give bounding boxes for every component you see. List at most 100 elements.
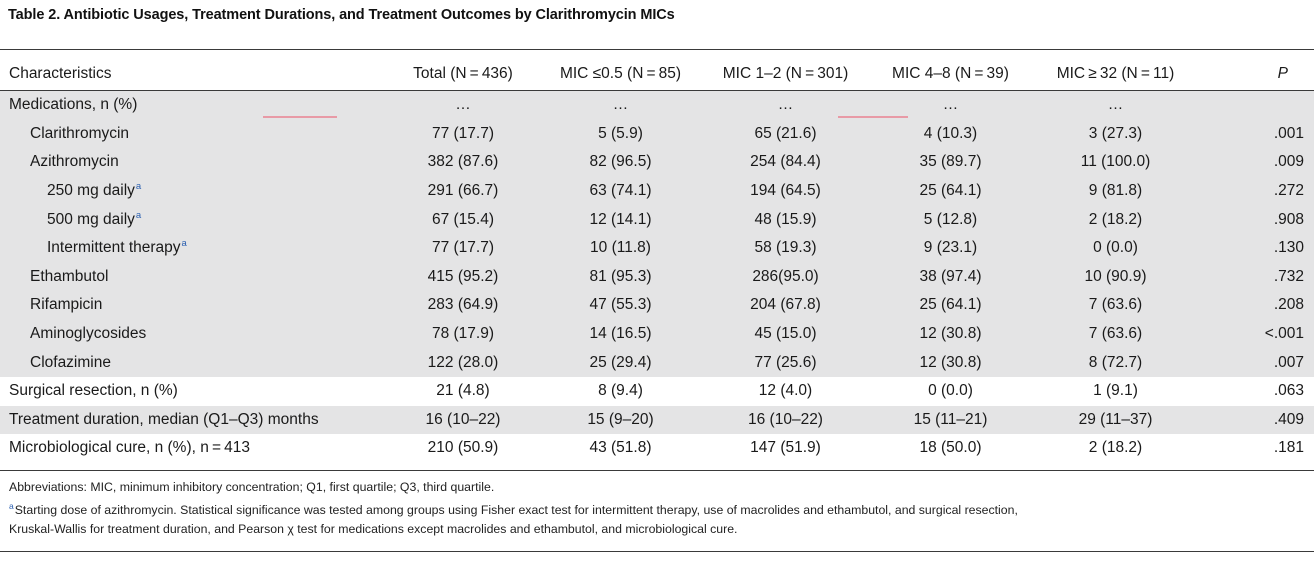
row-label: Azithromycin — [0, 148, 388, 177]
row-label: Clarithromycin — [0, 119, 388, 149]
cell-mic-4-8: 5 (12.8) — [868, 205, 1033, 234]
cell-mic-le-0-5: 81 (95.3) — [538, 262, 703, 292]
cell-mic-1-2: 65 (21.6) — [703, 119, 868, 149]
cell-p-value: .181 — [1273, 439, 1304, 457]
cell-mic-le-0-5: 10 (11.8) — [538, 233, 703, 263]
cell-mic-ge-32: 2 (18.2) — [1088, 439, 1143, 457]
cell-total: 77 (17.7) — [388, 119, 538, 149]
cell-p-value: .130 — [1198, 233, 1314, 263]
cell-mic-1-2: … — [703, 90, 868, 120]
cell-mic-4-8: 25 (64.1) — [868, 176, 1033, 206]
row-label: 500 mg daily — [47, 210, 135, 228]
row-label: 250 mg daily — [47, 182, 135, 200]
cell-mic-1-2: 194 (64.5) — [703, 176, 868, 206]
cell-p-value: <.001 — [1198, 319, 1314, 349]
footnote-a-link[interactable]: a — [181, 238, 187, 250]
cell-mic-1-2: 48 (15.9) — [703, 205, 868, 234]
cell-p-value: .009 — [1198, 148, 1314, 177]
cell-p-value: .001 — [1198, 119, 1314, 149]
row-label: Ethambutol — [0, 262, 388, 292]
cell-mic-le-0-5: 25 (29.4) — [538, 348, 703, 377]
cell-mic-ge-32: 2 (18.2) — [1033, 205, 1198, 234]
cell-mic-4-8: … — [868, 90, 1033, 120]
cell-mic-1-2: 77 (25.6) — [703, 348, 868, 377]
header-mic-le-0-5: MIC ≤0.5 (N = 85) — [559, 65, 682, 82]
cell-mic-ge-32: 7 (63.6) — [1033, 319, 1198, 349]
footnote-a-link[interactable]: a — [135, 181, 142, 193]
row-label: Medications, n (%) — [0, 90, 388, 120]
cell-p-value: .908 — [1198, 205, 1314, 234]
table-row: Ethambutol 415 (95.2) 81 (95.3) 286(95.0… — [0, 262, 1314, 292]
cell-total: 291 (66.7) — [388, 176, 538, 206]
cell-mic-1-2: 12 (4.0) — [758, 382, 813, 400]
row-label: Microbiological cure, n (%), n = 413 — [9, 439, 250, 457]
header-mic-ge-32: MIC ≥ 32 (N = 11) — [1056, 65, 1175, 82]
table-bottom-rule — [0, 470, 1314, 471]
cell-total: … — [388, 90, 538, 120]
cell-mic-4-8: 0 (0.0) — [928, 382, 973, 400]
cell-mic-ge-32: 11 (100.0) — [1033, 148, 1198, 177]
cell-p-value: .007 — [1198, 348, 1314, 377]
table-row: Rifampicin 283 (64.9) 47 (55.3) 204 (67.… — [0, 291, 1314, 320]
cell-total: 16 (10–22) — [388, 405, 538, 435]
footnote-a-continued: Kruskal-Wallis for treatment duration, a… — [9, 522, 738, 536]
cell-p-value: .409 — [1198, 405, 1314, 435]
header-mic-1-2: MIC 1–2 (N = 301) — [722, 65, 849, 82]
row-label: Treatment duration, median (Q1–Q3) month… — [0, 405, 388, 435]
cell-mic-4-8: 12 (30.8) — [868, 348, 1033, 377]
header-total: Total (N = 436) — [413, 65, 513, 82]
cell-p-value: .732 — [1198, 262, 1314, 292]
footnote-a-link[interactable]: a — [135, 209, 142, 221]
cell-mic-le-0-5: 47 (55.3) — [538, 291, 703, 320]
cell-mic-4-8: 25 (64.1) — [868, 291, 1033, 320]
highlight-mark — [838, 116, 908, 118]
cell-mic-4-8: 15 (11–21) — [868, 405, 1033, 435]
row-label-cell: 500 mg dailya — [0, 205, 388, 234]
row-label-cell: 250 mg dailya — [0, 176, 388, 206]
highlight-mark — [263, 116, 337, 118]
cell-mic-4-8: 18 (50.0) — [919, 439, 982, 457]
header-characteristics: Characteristics — [9, 65, 112, 82]
cell-mic-le-0-5: … — [538, 90, 703, 120]
cell-mic-1-2: 16 (10–22) — [703, 405, 868, 435]
row-label-cell: Intermittent therapya — [0, 233, 388, 263]
row-label: Rifampicin — [0, 291, 388, 320]
cell-mic-le-0-5: 82 (96.5) — [538, 148, 703, 177]
cell-mic-le-0-5: 63 (74.1) — [538, 176, 703, 206]
row-label: Surgical resection, n (%) — [9, 382, 178, 400]
header-mic-4-8: MIC 4–8 (N = 39) — [892, 65, 1009, 82]
table-row: 500 mg dailya 67 (15.4) 12 (14.1) 48 (15… — [0, 205, 1314, 234]
footnote-a: aStarting dose of azithromycin. Statisti… — [9, 501, 1018, 520]
cell-mic-le-0-5: 12 (14.1) — [538, 205, 703, 234]
table-row: Azithromycin 382 (87.6) 82 (96.5) 254 (8… — [0, 148, 1314, 177]
table-row: Intermittent therapya 77 (17.7) 10 (11.8… — [0, 233, 1314, 263]
cell-mic-4-8: 4 (10.3) — [868, 119, 1033, 149]
table-header-row: Characteristics Total (N = 436) MIC ≤0.5… — [0, 58, 1314, 91]
cell-p-value: .272 — [1198, 176, 1314, 206]
footnote-abbreviations: Abbreviations: MIC, minimum inhibitory c… — [9, 480, 495, 494]
cell-p-value — [1198, 90, 1314, 120]
cell-total: 415 (95.2) — [388, 262, 538, 292]
cell-mic-1-2: 204 (67.8) — [703, 291, 868, 320]
cell-mic-ge-32: 0 (0.0) — [1033, 233, 1198, 263]
cell-mic-le-0-5: 8 (9.4) — [598, 382, 643, 400]
table-row: Treatment duration, median (Q1–Q3) month… — [0, 405, 1314, 435]
cell-mic-4-8: 35 (89.7) — [868, 148, 1033, 177]
footnote-a-text: Starting dose of azithromycin. Statistic… — [14, 503, 1018, 517]
table-caption: Table 2. Antibiotic Usages, Treatment Du… — [8, 7, 675, 23]
cell-mic-le-0-5: 43 (51.8) — [589, 439, 652, 457]
cell-mic-4-8: 12 (30.8) — [868, 319, 1033, 349]
cell-mic-ge-32: 9 (81.8) — [1033, 176, 1198, 206]
bottom-rule — [0, 551, 1314, 552]
cell-mic-ge-32: 3 (27.3) — [1033, 119, 1198, 149]
cell-p-value: .208 — [1198, 291, 1314, 320]
cell-mic-4-8: 9 (23.1) — [868, 233, 1033, 263]
results-table: Characteristics Total (N = 436) MIC ≤0.5… — [0, 58, 1314, 463]
table-row: Aminoglycosides 78 (17.9) 14 (16.5) 45 (… — [0, 319, 1314, 349]
cell-mic-ge-32: 7 (63.6) — [1033, 291, 1198, 320]
table-row: Medications, n (%) … … … … … — [0, 90, 1314, 120]
cell-mic-ge-32: 1 (9.1) — [1093, 382, 1138, 400]
cell-total: 210 (50.9) — [427, 439, 499, 457]
cell-total: 382 (87.6) — [388, 148, 538, 177]
cell-total: 77 (17.7) — [388, 233, 538, 263]
